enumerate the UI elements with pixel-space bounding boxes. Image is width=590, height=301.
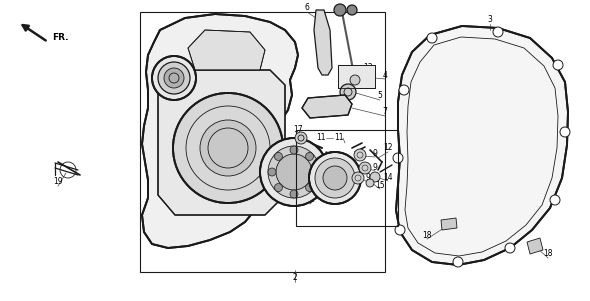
- Circle shape: [276, 154, 312, 190]
- Circle shape: [152, 56, 196, 100]
- Circle shape: [306, 152, 313, 160]
- Text: 18: 18: [422, 231, 432, 240]
- Circle shape: [350, 75, 360, 85]
- Circle shape: [290, 190, 298, 198]
- Circle shape: [553, 60, 563, 70]
- Circle shape: [395, 225, 405, 235]
- Circle shape: [295, 132, 307, 144]
- Polygon shape: [158, 70, 285, 215]
- Circle shape: [560, 127, 570, 137]
- Circle shape: [312, 168, 320, 176]
- Text: 14: 14: [383, 172, 393, 182]
- Circle shape: [290, 146, 298, 154]
- Circle shape: [427, 33, 437, 43]
- Text: 13: 13: [363, 64, 373, 73]
- Text: 4: 4: [382, 70, 388, 79]
- Circle shape: [260, 138, 328, 206]
- Circle shape: [268, 146, 320, 198]
- Text: 15: 15: [375, 181, 385, 190]
- Circle shape: [505, 243, 515, 253]
- Text: 21: 21: [305, 196, 314, 204]
- Text: 12: 12: [384, 144, 393, 153]
- Circle shape: [309, 152, 361, 204]
- Polygon shape: [188, 30, 265, 70]
- Circle shape: [334, 4, 346, 16]
- Polygon shape: [302, 95, 352, 118]
- Text: 10: 10: [339, 185, 349, 194]
- Circle shape: [370, 172, 380, 182]
- Text: 18: 18: [543, 250, 553, 259]
- Bar: [140, 12, 385, 272]
- Circle shape: [268, 168, 276, 176]
- Text: 3: 3: [487, 15, 493, 24]
- Text: 16: 16: [160, 88, 170, 97]
- Circle shape: [366, 179, 374, 187]
- Circle shape: [347, 5, 357, 15]
- Polygon shape: [396, 26, 568, 265]
- Circle shape: [393, 153, 403, 163]
- Text: 11: 11: [316, 134, 326, 142]
- Text: FR.: FR.: [52, 33, 68, 42]
- Text: 11: 11: [300, 144, 310, 153]
- Polygon shape: [314, 10, 332, 75]
- Polygon shape: [527, 238, 543, 254]
- Polygon shape: [338, 65, 375, 88]
- Text: 11: 11: [335, 134, 344, 142]
- Polygon shape: [142, 14, 298, 248]
- Circle shape: [306, 184, 313, 191]
- Circle shape: [352, 172, 364, 184]
- Circle shape: [493, 27, 503, 37]
- Text: 17: 17: [293, 126, 303, 135]
- Circle shape: [323, 166, 347, 190]
- Text: 7: 7: [382, 107, 388, 116]
- Circle shape: [359, 162, 371, 174]
- Circle shape: [274, 184, 283, 191]
- Circle shape: [550, 195, 560, 205]
- Circle shape: [354, 149, 366, 161]
- Circle shape: [453, 257, 463, 267]
- Text: 8: 8: [300, 196, 304, 204]
- Text: 20: 20: [257, 188, 267, 197]
- Text: 19: 19: [53, 178, 63, 187]
- Circle shape: [164, 68, 184, 88]
- Circle shape: [340, 84, 356, 100]
- Text: 9: 9: [372, 148, 378, 157]
- Circle shape: [399, 85, 409, 95]
- Bar: [296, 130, 398, 226]
- Circle shape: [173, 93, 283, 203]
- Text: 6: 6: [304, 4, 309, 13]
- Text: 9: 9: [372, 163, 378, 172]
- Circle shape: [200, 120, 256, 176]
- Polygon shape: [441, 218, 457, 230]
- Circle shape: [315, 158, 355, 198]
- Text: 9: 9: [366, 173, 371, 182]
- Circle shape: [158, 62, 190, 94]
- Circle shape: [274, 152, 283, 160]
- Text: 2: 2: [293, 274, 297, 283]
- Text: 5: 5: [378, 92, 382, 101]
